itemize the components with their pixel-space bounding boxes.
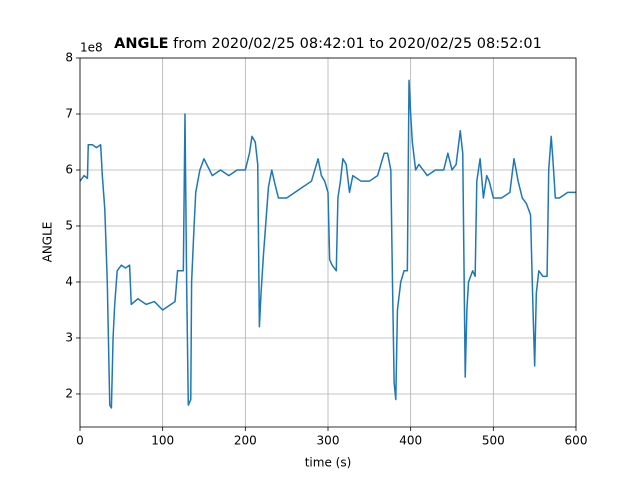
title-rest: from 2020/02/25 08:42:01 to 2020/02/25 0…: [173, 36, 542, 52]
y-tick-label: 3: [65, 330, 73, 344]
plot-frame: [79, 57, 577, 428]
y-tick-label: 6: [65, 162, 73, 176]
title-emphasis: ANGLE: [114, 36, 168, 52]
y-axis-label: ANGLE: [41, 222, 55, 263]
data-line: [79, 79, 576, 409]
y-tick-label: 4: [65, 274, 73, 288]
x-axis-label: time (s): [305, 456, 352, 470]
y-offset-label: 1e8: [80, 41, 103, 55]
y-tick-label: 2: [65, 386, 73, 400]
y-tick-label: 8: [65, 51, 73, 65]
y-tick-label: 7: [65, 106, 73, 120]
y-tick-label: 5: [65, 218, 73, 232]
chart-title: ANGLE from 2020/02/25 08:42:01 to 2020/0…: [114, 36, 542, 52]
x-tick-label: 200: [234, 434, 257, 448]
x-tick-label: 100: [151, 434, 174, 448]
x-tick-label: 500: [482, 434, 505, 448]
x-tick-label: 600: [565, 434, 588, 448]
x-tick-label: 0: [76, 434, 84, 448]
x-tick-label: 400: [399, 434, 422, 448]
x-tick-label: 300: [317, 434, 340, 448]
